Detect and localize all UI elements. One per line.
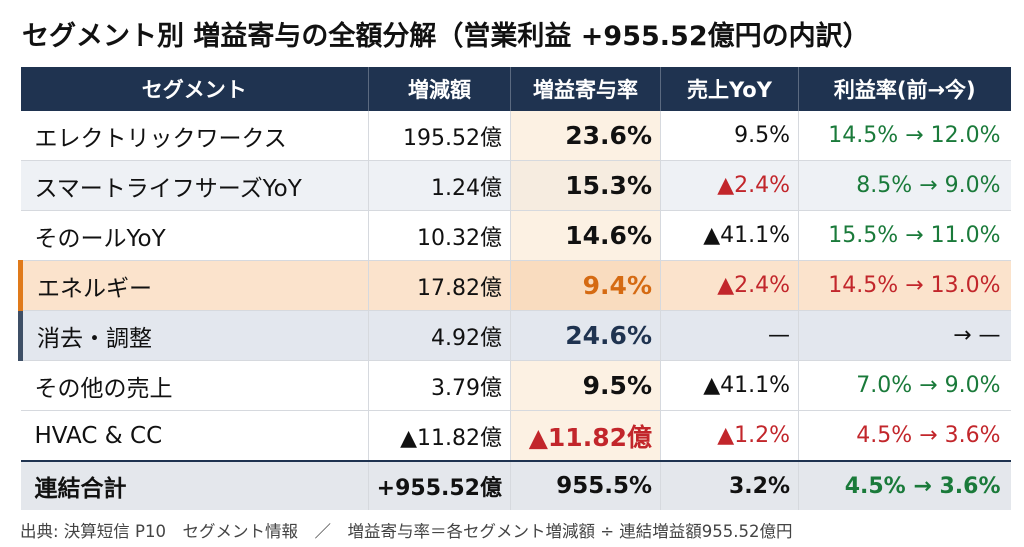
segment-sales-yoy: ▲1.2% (660, 410, 799, 462)
table-row-adjustment: 消去・調整 4.92億 24.6% — → — (18, 310, 1011, 361)
segment-sales-yoy: — (660, 310, 799, 361)
table-row: その他の売上 3.79億 9.5% ▲41.1% 7.0% → 9.0% (20, 360, 1011, 411)
segment-margin: 14.5% → 13.0% (798, 260, 1011, 311)
segment-change: 195.52億 (368, 111, 511, 161)
segment-change: ▲11.82億 (368, 410, 511, 462)
segment-contribution: 9.5% (510, 360, 661, 411)
header-change: 増減額 (368, 67, 511, 111)
segment-contribution: 23.6% (510, 111, 661, 161)
segment-margin: 15.5% → 11.0% (798, 210, 1011, 261)
segment-change: 1.24億 (368, 160, 511, 211)
segment-margin: → — (798, 310, 1011, 361)
total-contribution: 955.5% (510, 460, 661, 510)
segment-sales-yoy: 9.5% (660, 111, 799, 161)
table-row: HVAC & CC ▲11.82億 ▲11.82億 ▲1.2% 4.5% → 3… (20, 410, 1011, 462)
segment-contribution: 15.3% (510, 160, 661, 211)
header-margin: 利益率(前→今) (798, 67, 1011, 111)
source-footnote: 出典: 決算短信 P10 セグメント情報 ／ 増益寄与率＝各セグメント増減額 ÷… (20, 522, 793, 541)
segment-name: エネルギー (18, 260, 369, 311)
segment-margin: 7.0% → 9.0% (798, 360, 1011, 411)
segment-contribution: 9.4% (510, 260, 661, 311)
segment-change: 3.79億 (368, 360, 511, 411)
segment-sales-yoy: ▲41.1% (660, 360, 799, 411)
segment-change: 4.92億 (368, 310, 511, 361)
table-row-highlighted: エネルギー 17.82億 9.4% ▲2.4% 14.5% → 13.0% (18, 260, 1011, 311)
segment-name: エレクトリックワークス (20, 111, 369, 161)
header-contribution: 増益寄与率 (510, 67, 661, 111)
table-header-row: セグメント 増減額 増益寄与率 売上YoY 利益率(前→今) (20, 67, 1011, 111)
header-segment: セグメント (20, 67, 369, 111)
page-title: セグメント別 増益寄与の全額分解（営業利益 +955.52億円の内訳） (22, 21, 870, 52)
segment-sales-yoy: ▲41.1% (660, 210, 799, 261)
segment-contribution: 14.6% (510, 210, 661, 261)
table-row: そのールYoY 10.32億 14.6% ▲41.1% 15.5% → 11.0… (20, 210, 1011, 261)
segment-margin: 4.5% → 3.6% (798, 410, 1011, 462)
segment-margin: 14.5% → 12.0% (798, 111, 1011, 161)
segment-name: スマートライフサーズYoY (20, 160, 369, 211)
table-row: エレクトリックワークス 195.52億 23.6% 9.5% 14.5% → 1… (20, 111, 1011, 161)
segment-sales-yoy: ▲2.4% (660, 260, 799, 311)
segment-name: そのールYoY (20, 210, 369, 261)
total-margin: 4.5% → 3.6% (798, 460, 1011, 510)
total-change: +955.52億 (368, 460, 511, 510)
total-sales-yoy: 3.2% (660, 460, 799, 510)
segment-sales-yoy: ▲2.4% (660, 160, 799, 211)
segment-name: 消去・調整 (18, 310, 369, 361)
total-name: 連結合計 (20, 460, 369, 510)
header-sales-yoy: 売上YoY (660, 67, 799, 111)
segment-margin: 8.5% → 9.0% (798, 160, 1011, 211)
segment-name: HVAC & CC (20, 410, 369, 462)
segment-contribution: ▲11.82億 (510, 410, 661, 462)
segment-change: 17.82億 (368, 260, 511, 311)
segment-contribution: 24.6% (510, 310, 661, 361)
table-row: スマートライフサーズYoY 1.24億 15.3% ▲2.4% 8.5% → 9… (20, 160, 1011, 211)
segment-table: セグメント 増減額 増益寄与率 売上YoY 利益率(前→今) エレクトリックワー… (18, 67, 1011, 510)
segment-name: その他の売上 (20, 360, 369, 411)
table-row-total: 連結合計 +955.52億 955.5% 3.2% 4.5% → 3.6% (20, 460, 1011, 510)
segment-change: 10.32億 (368, 210, 511, 261)
